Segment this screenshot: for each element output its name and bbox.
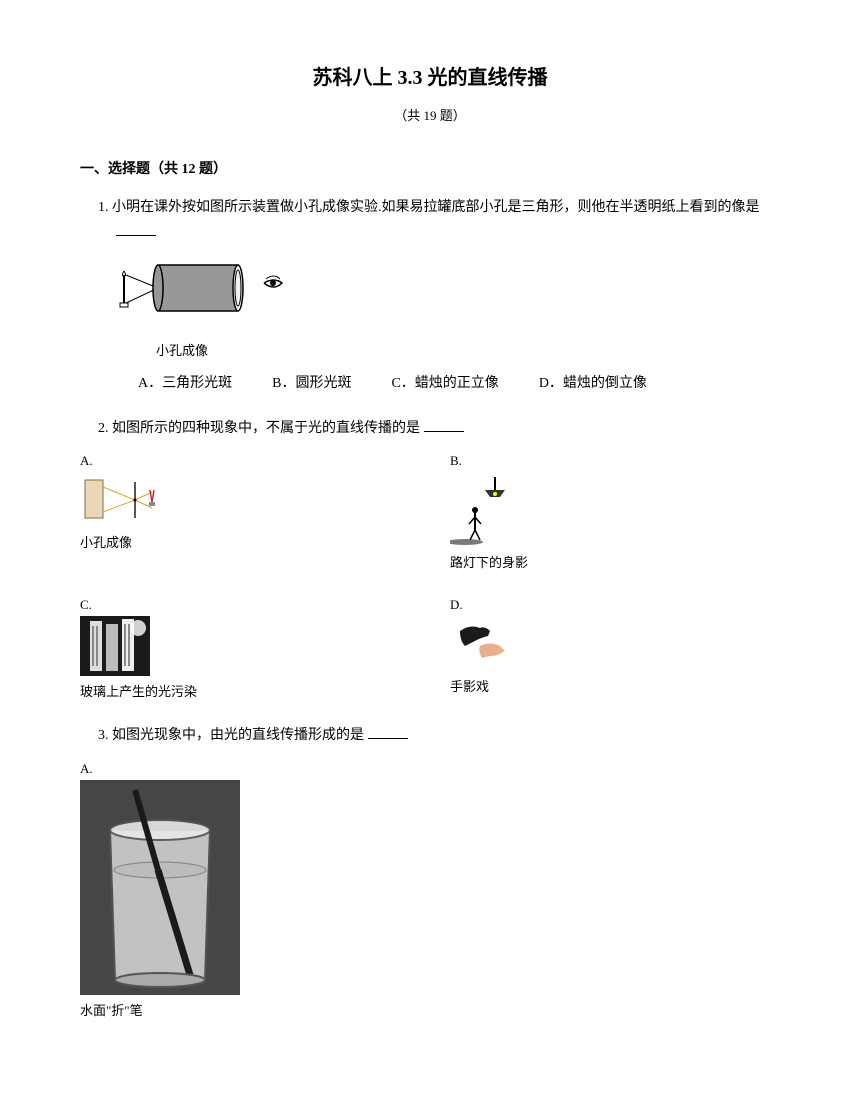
q1-blank: [116, 222, 156, 236]
q2-b-label: 路灯下的身影: [450, 551, 780, 574]
q3-number: 3.: [98, 728, 109, 743]
q2-option-d: D. 手影戏: [450, 593, 780, 704]
page-subtitle: （共 19 题）: [80, 104, 780, 127]
q2-a-label: 小孔成像: [80, 531, 410, 554]
question-2: 2. 如图所示的四种现象中，不属于光的直线传播的是 A. 小孔成像 B.: [98, 416, 780, 704]
q1-body: 小明在课外按如图所示装置做小孔成像实验.如果易拉罐底部小孔是三角形，则他在半透明…: [112, 200, 760, 215]
q3-a-label: 水面"折"笔: [80, 999, 780, 1022]
q2-c-image: [80, 616, 150, 676]
q3-a-image: [80, 780, 240, 995]
q2-b-marker: B.: [450, 449, 780, 472]
section-1-header: 一、选择题（共 12 题）: [80, 157, 780, 182]
q2-a-image: [80, 472, 160, 527]
q2-c-label: 玻璃上产生的光污染: [80, 680, 410, 703]
q2-c-marker: C.: [80, 593, 410, 616]
q2-number: 2.: [98, 421, 109, 436]
q2-blank: [424, 418, 464, 432]
q3-options: A. 水面"折"笔: [80, 757, 780, 1023]
q1-option-a: A．三角形光斑: [138, 371, 232, 396]
pinhole-camera-diagram: [116, 253, 286, 328]
q2-d-marker: D.: [450, 593, 780, 616]
q1-number: 1.: [98, 200, 109, 215]
q3-body: 如图光现象中，由光的直线传播形成的是: [112, 728, 364, 743]
q1-options: A．三角形光斑 B．圆形光斑 C．蜡烛的正立像 D．蜡烛的倒立像: [138, 371, 780, 396]
q3-blank: [368, 725, 408, 739]
q2-options: A. 小孔成像 B.: [80, 449, 780, 704]
q1-caption: 小孔成像: [156, 339, 780, 362]
q2-d-label: 手影戏: [450, 675, 780, 698]
q1-option-c: C．蜡烛的正立像: [391, 371, 498, 396]
q1-figure: 小孔成像: [116, 253, 780, 363]
q1-text: 1. 小明在课外按如图所示装置做小孔成像实验.如果易拉罐底部小孔是三角形，则他在…: [98, 195, 780, 245]
q1-option-b: B．圆形光斑: [272, 371, 351, 396]
q3-option-a: A. 水面"折"笔: [80, 757, 780, 1023]
q2-option-b: B. 路灯下的身影: [450, 449, 780, 575]
q2-option-a: A. 小孔成像: [80, 449, 410, 575]
q2-d-image: [450, 616, 520, 671]
q2-b-image: [450, 472, 520, 547]
question-1: 1. 小明在课外按如图所示装置做小孔成像实验.如果易拉罐底部小孔是三角形，则他在…: [98, 195, 780, 396]
page-title: 苏科八上 3.3 光的直线传播: [80, 60, 780, 96]
q2-body: 如图所示的四种现象中，不属于光的直线传播的是: [112, 421, 420, 436]
q1-option-d: D．蜡烛的倒立像: [539, 371, 647, 396]
q3-a-marker: A.: [80, 757, 780, 780]
question-3: 3. 如图光现象中，由光的直线传播形成的是 A. 水面"折"笔: [98, 723, 780, 1022]
q3-text: 3. 如图光现象中，由光的直线传播形成的是: [98, 723, 780, 748]
q2-option-c: C. 玻璃上产生的光污染: [80, 593, 410, 704]
q2-a-marker: A.: [80, 449, 410, 472]
q2-text: 2. 如图所示的四种现象中，不属于光的直线传播的是: [98, 416, 780, 441]
